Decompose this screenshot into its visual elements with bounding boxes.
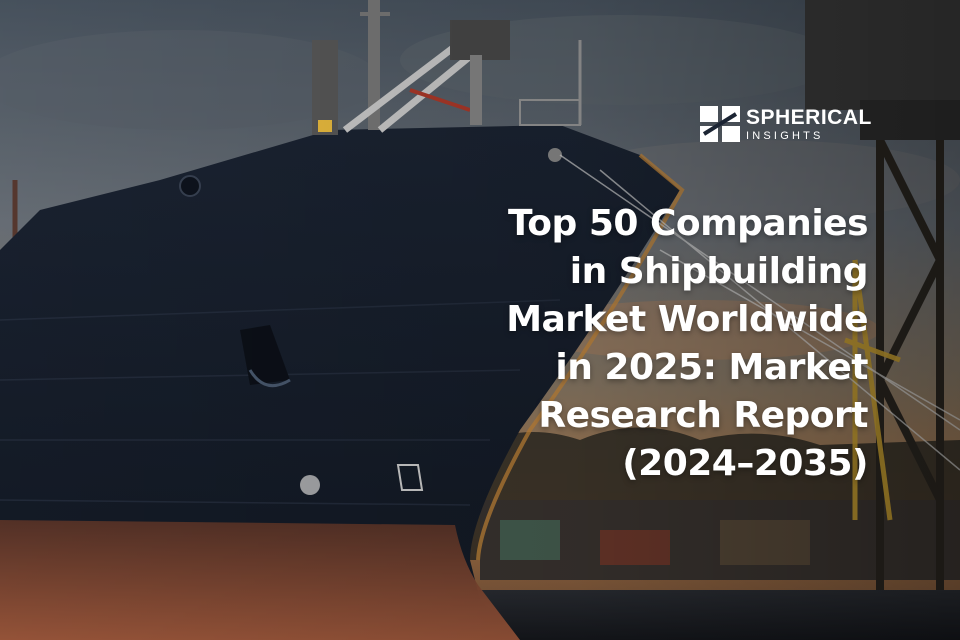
- headline-line: (2024–2035): [622, 443, 868, 484]
- brand-logo: SPHERICAL INSIGHTS: [700, 104, 880, 144]
- headline-line: in 2025: Market: [555, 347, 868, 388]
- headline: Top 50 Companies in Shipbuilding Market …: [408, 200, 868, 488]
- headline-line: Market Worldwide: [506, 299, 868, 340]
- brand-tagline: INSIGHTS: [746, 129, 824, 142]
- headline-line: in Shipbuilding: [569, 251, 869, 292]
- headline-line: Top 50 Companies: [508, 203, 868, 244]
- headline-line: Research Report: [538, 395, 868, 436]
- brand-name: SPHERICAL: [746, 105, 872, 129]
- spherical-insights-logo-icon: [700, 106, 740, 142]
